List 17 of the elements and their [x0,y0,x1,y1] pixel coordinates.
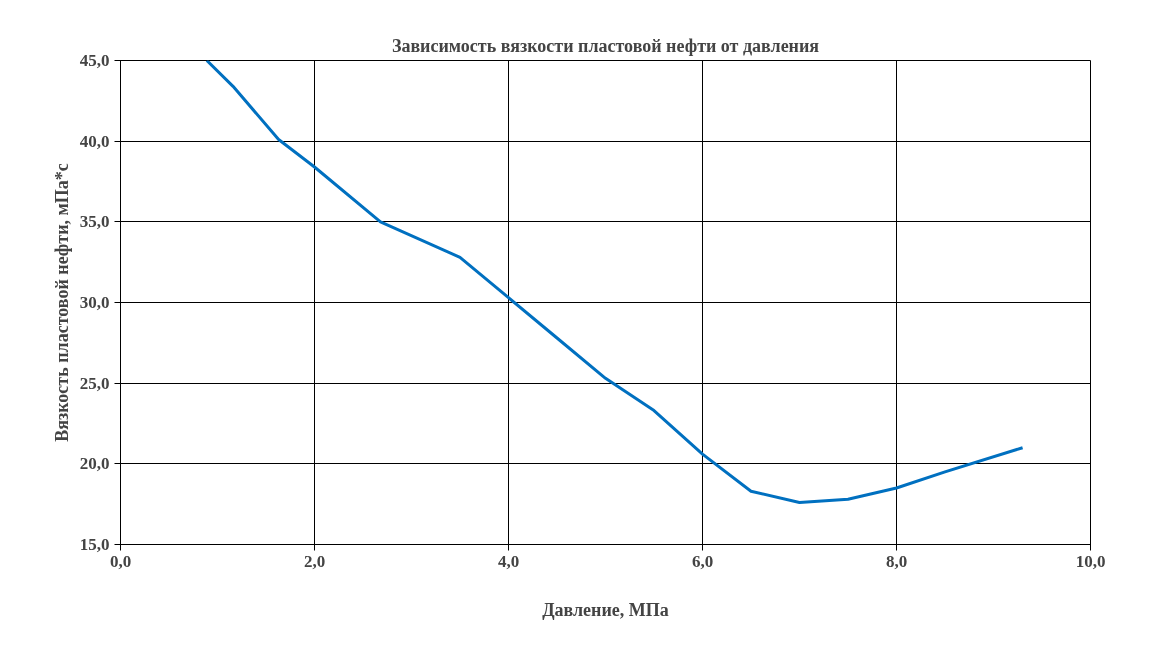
x-tick-label: 6,0 [691,551,714,571]
y-tick-label: 35,0 [79,212,110,232]
y-tick-label: 40,0 [79,131,110,151]
y-axis-title: Вязкость пластовой нефти, мПа*с [51,163,72,442]
y-tick-label: 15,0 [79,535,110,554]
line-series [205,60,1025,505]
x-tick-label: 8,0 [885,551,908,571]
x-axis-title: Давление, МПа [542,599,669,620]
x-tick-label: 4,0 [497,551,520,571]
y-tick-label: 30,0 [79,293,110,312]
chart-title: Зависимость вязкости пластовой нефти от давления [391,35,820,56]
y-tick-label: 45,0 [79,51,110,70]
y-tick-label: 20,0 [79,454,110,474]
x-tick-label: 2,0 [303,551,326,571]
x-tick-label: 0,0 [109,551,132,571]
y-tick-label: 25,0 [79,373,110,393]
x-tick-label: 10,0 [1075,551,1106,571]
